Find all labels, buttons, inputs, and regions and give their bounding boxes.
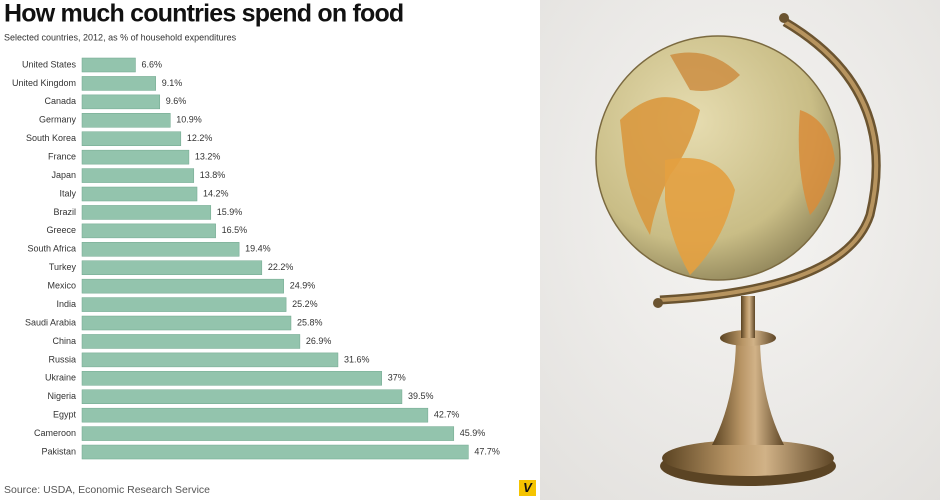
category-label: United Kingdom [12,78,76,88]
category-label: France [48,152,76,162]
category-label: Brazil [53,207,76,217]
value-label: 6.6% [141,59,162,69]
value-label: 47.7% [474,446,500,456]
bar [81,242,240,257]
bar [81,315,292,331]
value-label: 31.6% [344,354,370,364]
category-label: South Korea [26,133,76,143]
category-label: Ukraine [45,373,76,383]
value-label: 42.7% [434,410,460,420]
value-label: 24.9% [290,281,316,291]
value-label: 16.5% [222,225,248,235]
bar [81,278,284,294]
bar [81,149,190,165]
bar [81,76,156,91]
bar [81,131,182,146]
value-label: 12.2% [187,133,213,143]
bar [81,407,429,423]
value-label: 19.4% [245,244,271,254]
bar [81,352,339,368]
value-label: 14.2% [203,188,229,198]
category-label: Russia [48,354,76,364]
category-label: Pakistan [41,446,76,456]
value-label: 22.2% [268,262,294,272]
value-label: 39.5% [408,391,434,401]
value-label: 25.2% [292,299,318,309]
category-label: Mexico [47,281,76,291]
value-label: 9.1% [162,78,183,88]
category-label: Saudi Arabia [25,317,76,327]
bar [81,223,216,239]
category-label: Germany [39,115,77,125]
bar [81,297,287,312]
category-label: Turkey [49,262,77,272]
bar [81,371,382,386]
category-label: Nigeria [47,391,76,401]
category-label: Egypt [53,410,77,420]
category-label: Canada [44,96,76,106]
value-label: 13.2% [195,152,221,162]
value-label: 9.6% [166,96,187,106]
value-label: 15.9% [217,207,243,217]
chart-subtitle: Selected countries, 2012, as % of househ… [4,32,237,42]
value-label: 26.9% [306,336,332,346]
category-label: India [56,299,76,309]
chart-title: How much countries spend on food [4,0,403,28]
bar [81,334,301,349]
bar [81,205,212,220]
bar [81,94,161,110]
bar [81,389,403,404]
bar [81,186,198,202]
value-label: 13.8% [200,170,226,180]
globe-illustration [595,13,881,486]
value-label: 25.8% [297,317,323,327]
bars: United States 6.6% United Kingdom 9.1% Canad… [12,57,500,460]
category-label: Greece [46,225,76,235]
category-label: United States [22,59,77,69]
value-label: 45.9% [460,428,486,438]
category-label: Japan [51,170,76,180]
bar [81,426,455,441]
value-label: 10.9% [176,115,202,125]
logo: V [523,480,533,495]
category-label: Cameroon [34,428,76,438]
bar [81,113,171,128]
bar [81,444,469,460]
category-label: China [52,336,76,346]
logo-box [519,480,536,496]
value-label: 37% [388,373,406,383]
category-label: South Africa [27,244,76,254]
bar [81,57,136,73]
category-label: Italy [59,188,76,198]
bar [81,260,263,275]
source: Source: USDA, Economic Research Service [4,484,210,496]
bar [81,168,195,183]
